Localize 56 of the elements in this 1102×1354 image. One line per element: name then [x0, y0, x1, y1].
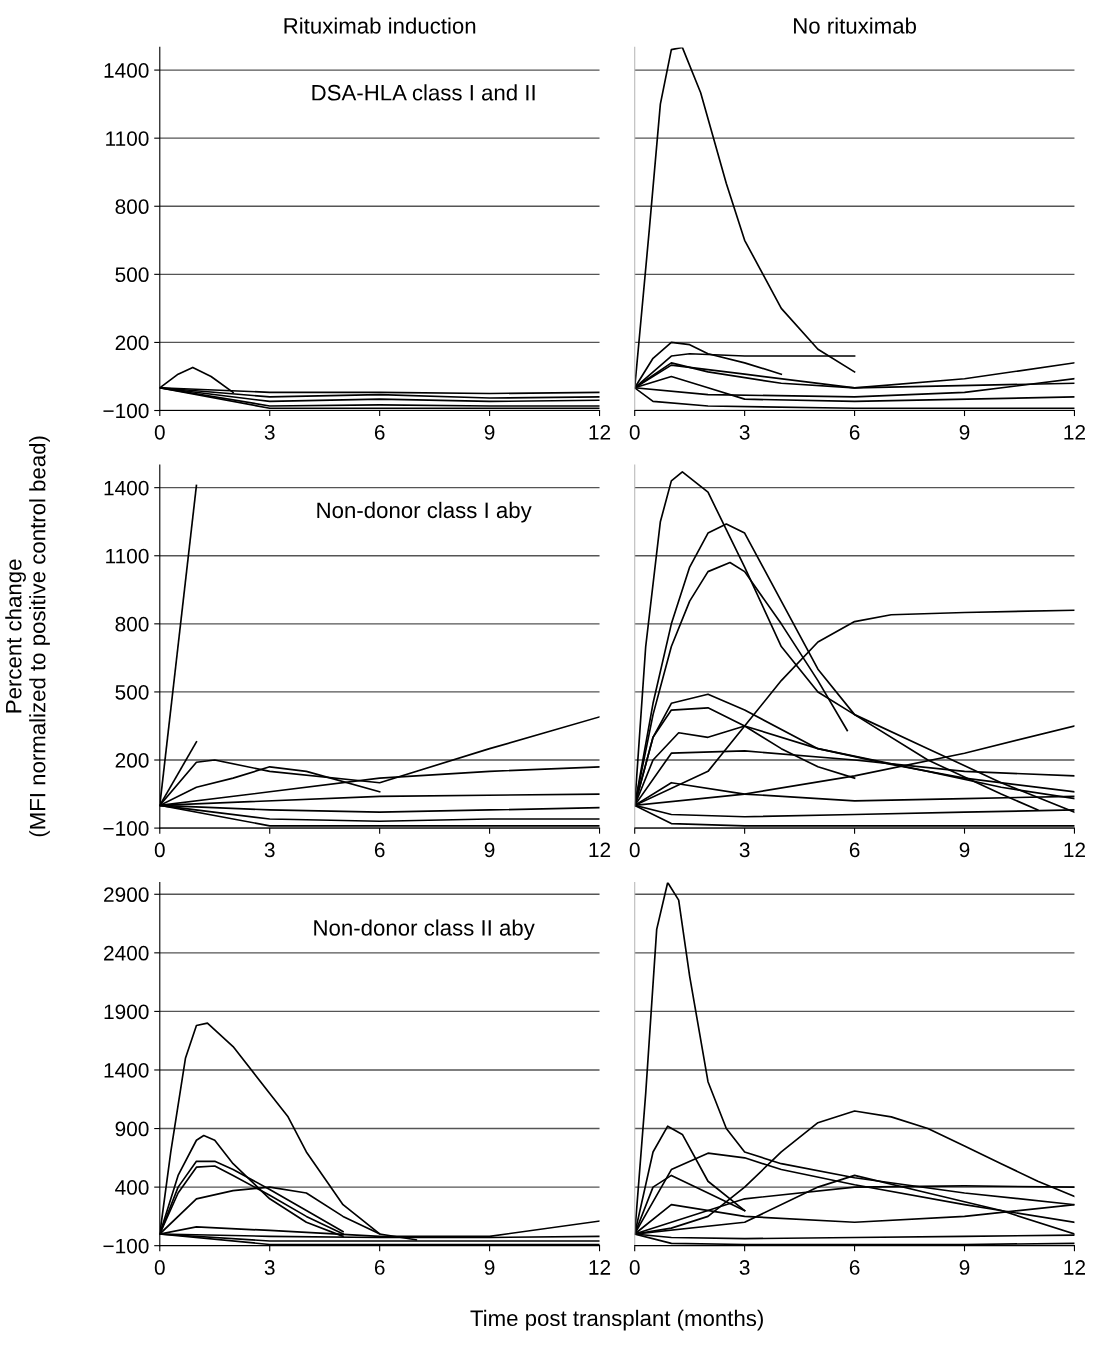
x-tick-label: 9: [484, 842, 495, 858]
x-tick-label: 6: [849, 424, 860, 440]
chart-title: No rituximab: [794, 17, 917, 34]
x-tick-label: 9: [484, 424, 495, 440]
x-axis-title: Time post transplant (months): [470, 1309, 763, 1331]
y-tick-label: 500: [115, 684, 149, 700]
x-tick-label: 12: [1064, 842, 1085, 858]
annotation: DSA-HLA class I and II: [312, 84, 535, 101]
x-tick-label: 0: [629, 1260, 640, 1275]
x-tick-label: 6: [849, 1260, 860, 1275]
y-tick-label: 400: [115, 1180, 149, 1195]
annotation: Non-donor class I aby: [317, 501, 532, 523]
y-tick-label: −100: [103, 821, 149, 836]
x-tick-label: 3: [264, 424, 275, 440]
y-tick-label: 200: [115, 335, 149, 351]
x-tick-label: 0: [154, 424, 165, 440]
x-tick-label: 12: [589, 1260, 611, 1275]
y-tick-label: 1400: [104, 63, 149, 78]
y-tick-label: 800: [115, 199, 149, 215]
x-tick-label: 0: [154, 1260, 165, 1275]
x-tick-label: 9: [959, 424, 970, 440]
x-tick-label: 12: [1064, 424, 1085, 440]
x-tick-label: 3: [739, 1260, 750, 1275]
x-tick-label: 9: [959, 842, 970, 858]
x-tick-label: 0: [154, 842, 165, 858]
y-tick-label: 1100: [106, 548, 149, 564]
x-tick-label: 3: [264, 1260, 275, 1275]
y-tick-label: 800: [115, 616, 149, 632]
y-tick-label: 1400: [104, 1062, 149, 1078]
x-tick-label: 6: [849, 842, 860, 858]
x-tick-label: 9: [959, 1260, 970, 1275]
x-tick-label: 6: [374, 842, 385, 858]
x-tick-label: 3: [739, 424, 750, 440]
x-tick-label: 3: [264, 842, 275, 858]
x-tick-label: 0: [629, 842, 640, 858]
y-tick-label: 1900: [104, 1004, 149, 1020]
x-tick-label: 12: [589, 842, 611, 858]
x-tick-label: 0: [629, 424, 640, 440]
y-tick-label: 2900: [104, 887, 149, 903]
y-axis-title: Percent change (MFI normalized to positive control bead): [5, 436, 50, 837]
y-tick-label: −100: [103, 1238, 149, 1254]
chart-title: Rituximab induction: [284, 17, 476, 34]
y-tick-label: 900: [115, 1121, 149, 1137]
y-tick-label: 2400: [104, 945, 149, 961]
y-tick-label: 200: [115, 753, 149, 768]
x-tick-label: 6: [374, 424, 385, 440]
x-tick-label: 3: [739, 842, 750, 858]
y-tick-label: 1100: [106, 131, 149, 146]
y-tick-label: 1400: [104, 480, 149, 496]
x-tick-label: 6: [374, 1260, 385, 1275]
annotation: Non-donor class II aby: [314, 919, 535, 941]
y-tick-label: 500: [115, 267, 149, 283]
y-tick-label: −100: [103, 403, 149, 419]
x-tick-label: 9: [484, 1260, 495, 1275]
x-tick-label: 12: [589, 424, 611, 440]
x-tick-label: 12: [1064, 1260, 1085, 1275]
